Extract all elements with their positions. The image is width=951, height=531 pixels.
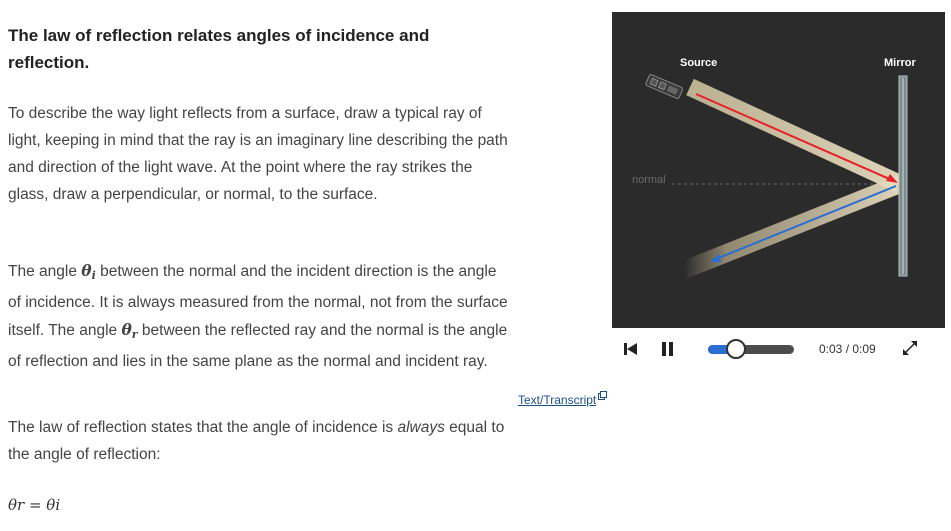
equation-text: θr = θi (8, 496, 61, 514)
paragraph-angle-definitions: The angle θi between the normal and the … (8, 257, 508, 375)
paragraph-text: The law of reflection states that the an… (8, 419, 398, 436)
reflection-animation-video[interactable]: Source Mirror normal (612, 12, 945, 328)
mirror-label: Mirror (884, 57, 916, 69)
seek-bar[interactable] (708, 339, 794, 359)
transcript-link[interactable]: Text/Transcript (518, 389, 608, 407)
fullscreen-icon (903, 341, 917, 355)
theta-i-symbol: θi (81, 261, 96, 282)
video-controls: 0:03 / 0:09 (612, 328, 945, 371)
incident-ray (695, 93, 895, 182)
emphasis-always: always (397, 419, 445, 436)
transcript-link-label[interactable]: Text/Transcript (518, 393, 597, 407)
pause-icon (662, 342, 673, 356)
paragraph-law-statement: The law of reflection states that the an… (8, 414, 508, 468)
skip-back-icon (624, 343, 637, 355)
reflected-ray (715, 185, 897, 260)
paragraph-text: equal to the angle of reflection: (8, 419, 505, 463)
pause-button[interactable] (660, 340, 676, 358)
fullscreen-button[interactable] (902, 340, 918, 356)
paragraph-text: between the normal and the incident dire… (8, 263, 508, 339)
seek-progress (708, 345, 737, 354)
external-window-icon (598, 389, 608, 403)
time-display: 0:03 / 0:09 (819, 342, 876, 356)
seek-thumb[interactable] (726, 339, 747, 359)
section-heading: The law of reflection relates angles of … (8, 26, 430, 72)
reflection-diagram (645, 74, 908, 279)
flashlight-icon (645, 74, 684, 99)
paragraph-text: between the reflected ray and the normal… (8, 322, 508, 370)
skip-to-start-button[interactable] (624, 341, 638, 357)
theta-r-symbol: θr (121, 320, 138, 341)
reflection-equation: θr = θi (8, 496, 60, 514)
reflected-arrowhead (710, 254, 721, 262)
source-label: Source (680, 57, 718, 69)
incident-arrowhead (886, 174, 898, 183)
paragraph-text: The angle (8, 263, 82, 280)
paragraph-intro: To describe the way light reflects from … (8, 105, 508, 203)
normal-label: normal (632, 174, 666, 186)
